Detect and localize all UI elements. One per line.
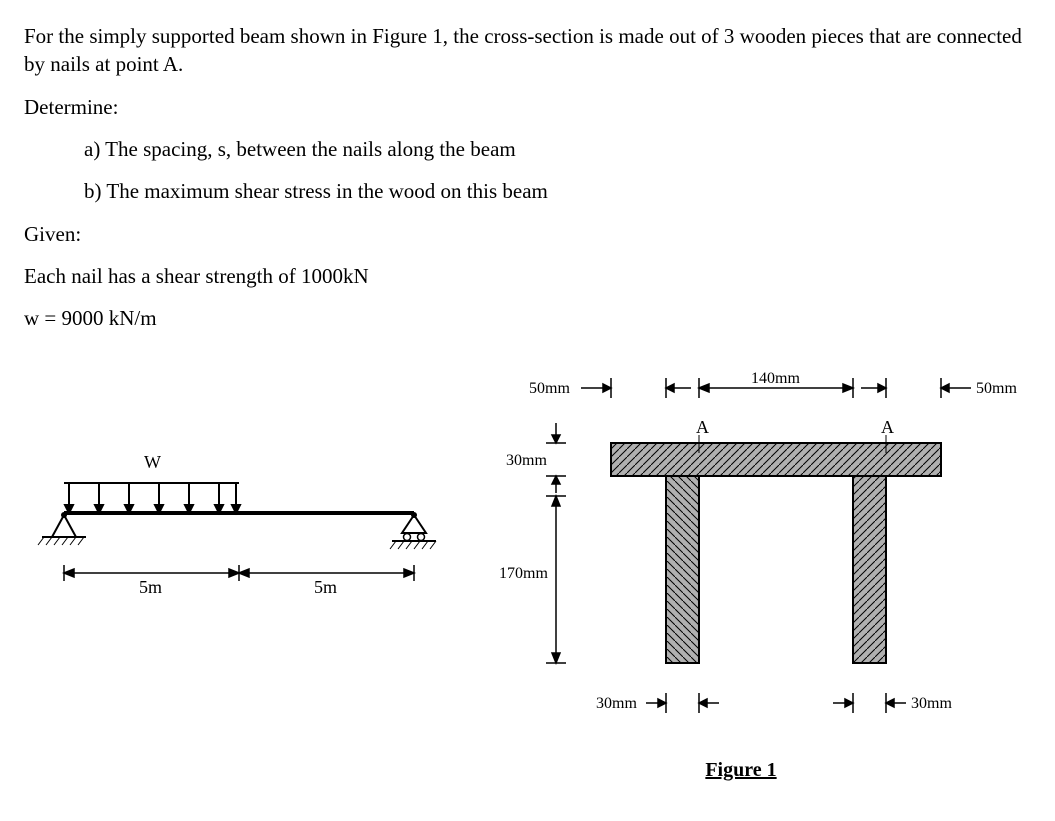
point-a-right: A (881, 417, 894, 437)
intro-text: For the simply supported beam shown in F… (24, 22, 1031, 79)
pin-support-icon (38, 512, 86, 545)
flange-rect (611, 443, 941, 476)
part-a: a) The spacing, s, between the nails alo… (84, 135, 1031, 163)
determine-heading: Determine: (24, 93, 1031, 121)
left-web-rect (666, 476, 699, 663)
part-b: b) The maximum shear stress in the wood … (84, 177, 1031, 205)
dim-170-web: 170mm (499, 565, 548, 582)
given-line-2: w = 9000 kN/m (24, 304, 1031, 332)
dim-30-web-right: 30mm (911, 695, 952, 712)
span-right-label: 5m (314, 577, 337, 597)
span-left-label: 5m (139, 577, 162, 597)
figure-row: W (24, 353, 1031, 782)
dim-30-flange: 30mm (506, 452, 547, 469)
load-label: W (144, 452, 161, 472)
point-a-left: A (696, 417, 709, 437)
given-line-1: Each nail has a shear strength of 1000kN (24, 262, 1031, 290)
beam-diagram: W (24, 353, 451, 613)
dim-50-left: 50mm (529, 380, 570, 397)
dim-30-web-left: 30mm (596, 695, 637, 712)
right-web-rect (853, 476, 886, 663)
figure-caption: Figure 1 (451, 759, 1031, 782)
dim-50-right: 50mm (976, 380, 1017, 397)
dim-140: 140mm (751, 370, 800, 387)
cross-section-diagram: A A 50mm (451, 353, 1031, 782)
given-heading: Given: (24, 220, 1031, 248)
roller-support-icon (390, 512, 436, 549)
